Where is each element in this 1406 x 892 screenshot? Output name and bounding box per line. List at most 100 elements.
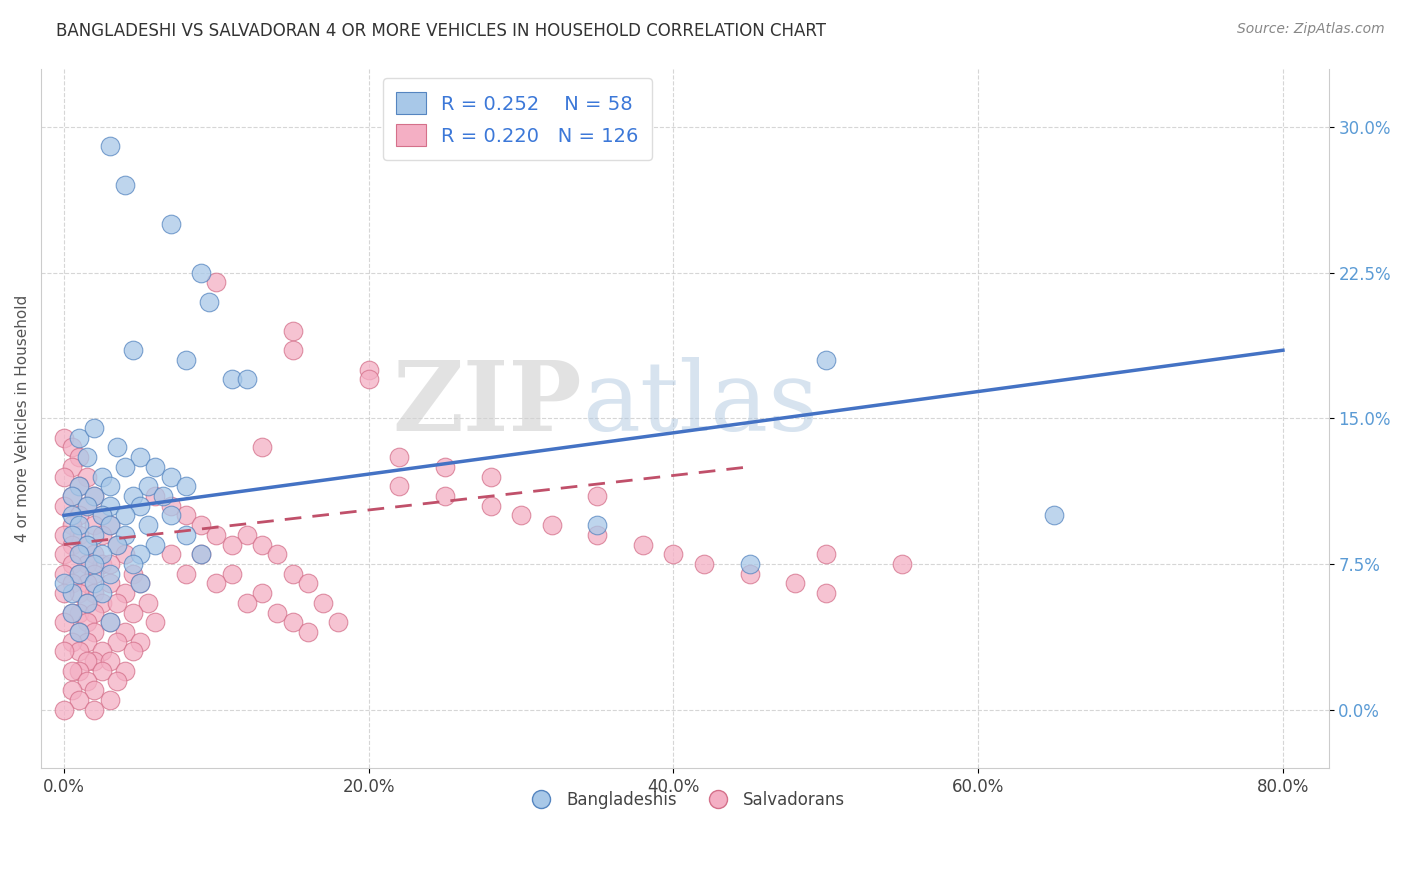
Point — [114, 528, 136, 542]
Point — [67, 624, 90, 639]
Point — [221, 537, 243, 551]
Point — [121, 644, 143, 658]
Point — [145, 537, 167, 551]
Point — [52, 528, 75, 542]
Point — [98, 566, 121, 581]
Point — [60, 508, 83, 523]
Point — [586, 489, 609, 503]
Point — [52, 615, 75, 630]
Point — [114, 586, 136, 600]
Point — [114, 664, 136, 678]
Point — [510, 508, 533, 523]
Point — [83, 518, 105, 533]
Point — [114, 178, 136, 193]
Point — [814, 353, 837, 368]
Point — [174, 528, 197, 542]
Point — [190, 518, 212, 533]
Point — [60, 557, 83, 571]
Point — [91, 528, 114, 542]
Point — [76, 469, 98, 483]
Point — [60, 586, 83, 600]
Point — [91, 596, 114, 610]
Point — [76, 537, 98, 551]
Point — [250, 537, 273, 551]
Point — [281, 566, 304, 581]
Point — [433, 459, 456, 474]
Point — [1043, 508, 1066, 523]
Point — [83, 566, 105, 581]
Point — [586, 528, 609, 542]
Point — [83, 528, 105, 542]
Point — [83, 586, 105, 600]
Point — [67, 693, 90, 707]
Point — [105, 537, 128, 551]
Point — [433, 489, 456, 503]
Point — [67, 606, 90, 620]
Point — [52, 566, 75, 581]
Point — [586, 518, 609, 533]
Point — [479, 469, 502, 483]
Point — [52, 586, 75, 600]
Point — [83, 703, 105, 717]
Point — [67, 508, 90, 523]
Point — [60, 576, 83, 591]
Point — [67, 644, 90, 658]
Point — [197, 294, 219, 309]
Point — [76, 596, 98, 610]
Point — [738, 557, 761, 571]
Point — [67, 479, 90, 493]
Point — [76, 499, 98, 513]
Point — [221, 372, 243, 386]
Point — [159, 508, 181, 523]
Point — [136, 596, 159, 610]
Point — [60, 537, 83, 551]
Point — [76, 499, 98, 513]
Point — [145, 615, 167, 630]
Point — [67, 528, 90, 542]
Point — [266, 606, 288, 620]
Point — [98, 139, 121, 153]
Point — [190, 547, 212, 561]
Point — [98, 479, 121, 493]
Point — [190, 547, 212, 561]
Point — [67, 518, 90, 533]
Point — [105, 441, 128, 455]
Point — [159, 499, 181, 513]
Point — [114, 508, 136, 523]
Point — [388, 450, 411, 464]
Point — [129, 547, 152, 561]
Point — [91, 508, 114, 523]
Point — [388, 479, 411, 493]
Text: BANGLADESHI VS SALVADORAN 4 OR MORE VEHICLES IN HOUSEHOLD CORRELATION CHART: BANGLADESHI VS SALVADORAN 4 OR MORE VEHI… — [56, 22, 827, 40]
Point — [98, 518, 121, 533]
Point — [76, 537, 98, 551]
Point — [52, 703, 75, 717]
Point — [190, 266, 212, 280]
Point — [91, 664, 114, 678]
Point — [60, 606, 83, 620]
Point — [76, 654, 98, 668]
Point — [52, 576, 75, 591]
Point — [136, 479, 159, 493]
Point — [67, 664, 90, 678]
Point — [91, 469, 114, 483]
Point — [67, 566, 90, 581]
Point — [105, 537, 128, 551]
Point — [297, 576, 319, 591]
Point — [76, 634, 98, 648]
Point — [98, 518, 121, 533]
Point — [83, 606, 105, 620]
Legend: Bangladeshis, Salvadorans: Bangladeshis, Salvadorans — [517, 784, 852, 815]
Point — [129, 499, 152, 513]
Point — [281, 324, 304, 338]
Point — [60, 634, 83, 648]
Text: atlas: atlas — [582, 357, 818, 451]
Point — [297, 624, 319, 639]
Point — [98, 576, 121, 591]
Point — [357, 362, 380, 376]
Point — [91, 586, 114, 600]
Point — [76, 673, 98, 688]
Point — [67, 431, 90, 445]
Point — [91, 547, 114, 561]
Point — [174, 508, 197, 523]
